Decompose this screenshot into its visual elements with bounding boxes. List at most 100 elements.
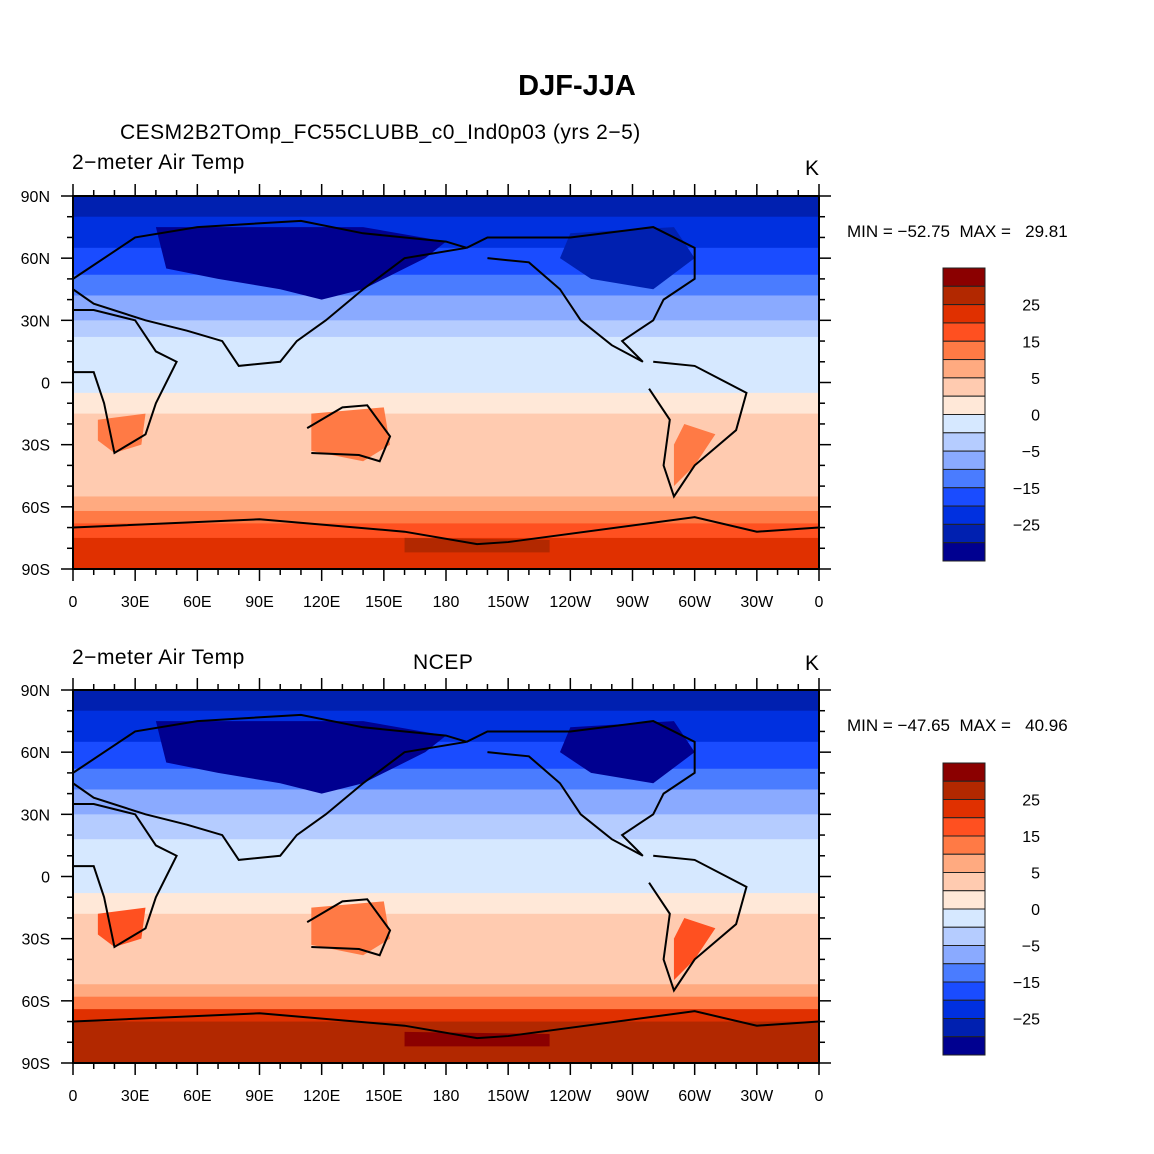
colorbar-box: [942, 395, 986, 415]
x-tick-label: 30W: [740, 1088, 774, 1105]
colorbar-box: [942, 762, 986, 782]
x-tick-label: 0: [815, 594, 824, 611]
x-tick-label: 120E: [303, 1088, 340, 1105]
x-tick-label: 150W: [487, 1088, 530, 1105]
y-tick-label: 90N: [21, 189, 50, 206]
panel1-units: K: [805, 157, 820, 180]
colorbar-box: [942, 304, 986, 324]
y-tick-label: 0: [41, 870, 50, 887]
x-tick-label: 150W: [487, 594, 530, 611]
y-tick-label: 30S: [22, 438, 50, 455]
colorbar-box: [942, 945, 986, 965]
x-tick-label: 150E: [365, 1088, 402, 1105]
colorbar-box: [942, 468, 986, 489]
colorbar-box: [942, 908, 986, 928]
x-tick-label: 120E: [303, 594, 340, 611]
colorbar-box: [942, 523, 986, 544]
contour-region: [673, 917, 716, 981]
colorbar-box: [942, 285, 986, 306]
y-tick-label: 90S: [22, 562, 50, 579]
x-tick-label: 0: [815, 1088, 824, 1105]
x-tick-label: 120W: [549, 1088, 592, 1105]
contour-region: [673, 423, 716, 487]
x-tick-label: 60E: [183, 594, 211, 611]
coastline: [73, 308, 178, 455]
y-tick-label: 90N: [21, 683, 50, 700]
colorbar-label: 25: [1022, 793, 1040, 810]
contour-region: [311, 407, 391, 462]
contour-band: [73, 789, 819, 815]
coastline: [648, 854, 748, 993]
coastline: [73, 713, 468, 861]
colorbar-box: [942, 505, 986, 525]
panel2-min-max: MIN = −47.65 MAX = 40.96: [847, 716, 1068, 735]
colorbar-box: [942, 780, 986, 800]
panel2-units: K: [805, 652, 820, 675]
x-tick-label: 120W: [549, 594, 592, 611]
y-tick-label: 90S: [22, 1056, 50, 1073]
x-tick-label: 180: [433, 594, 460, 611]
panel2-left-title: 2−meter Air Temp: [72, 646, 245, 669]
colorbar-box: [942, 999, 986, 1019]
x-tick-label: 60W: [678, 1088, 712, 1105]
colorbar-box: [942, 377, 986, 397]
colorbar-label: 0: [1031, 902, 1040, 919]
contour-band: [73, 496, 819, 512]
contour-region: [97, 907, 146, 947]
colorbar-box: [942, 414, 986, 434]
panel1-min-max: MIN = −52.75 MAX = 29.81: [847, 222, 1068, 241]
coastline: [73, 802, 178, 949]
coastline: [306, 404, 392, 463]
x-tick-label: 60E: [183, 1088, 211, 1105]
x-tick-label: 0: [69, 594, 78, 611]
colorbar-box: [942, 890, 986, 910]
panel2-center-title: NCEP: [413, 651, 474, 674]
colorbar-label: 25: [1022, 298, 1040, 315]
colorbar-box: [942, 340, 986, 361]
y-tick-label: 30N: [21, 313, 50, 330]
contour-region: [311, 901, 391, 956]
colorbar-label: −25: [1013, 1012, 1040, 1029]
contour-region: [559, 721, 695, 784]
contour-band: [73, 996, 819, 1010]
coastline: [466, 720, 696, 857]
contour-region: [559, 227, 695, 290]
contour-region: [97, 413, 146, 453]
colorbar-label: −15: [1013, 975, 1040, 992]
contour-band: [73, 984, 819, 998]
colorbar-label: 0: [1031, 408, 1040, 425]
colorbar-box: [942, 817, 986, 837]
contour-band: [73, 336, 819, 394]
y-tick-label: 60N: [21, 745, 50, 762]
x-tick-label: 0: [69, 1088, 78, 1105]
y-tick-label: 60N: [21, 251, 50, 268]
contour-band: [73, 196, 819, 218]
coastline: [648, 360, 748, 499]
contour-band: [73, 510, 819, 524]
panel1-left-title: 2−meter Air Temp: [72, 151, 245, 174]
colorbar-label: −5: [1022, 444, 1040, 461]
map-panel-2: 0 30E 60E 90E 120E 150E 180 150W 120W 90W 60W 30W 0 9…: [21, 678, 1040, 1105]
y-tick-label: 0: [41, 376, 50, 393]
colorbar-box: [942, 926, 986, 946]
x-tick-label: 90W: [616, 594, 650, 611]
colorbar-label: −5: [1022, 939, 1040, 956]
colorbar-label: 15: [1022, 334, 1040, 351]
colorbar-box: [942, 450, 986, 470]
contour-band: [73, 320, 819, 338]
map-field: [73, 196, 819, 569]
y-tick-label: 60S: [22, 994, 50, 1011]
contour-band: [73, 768, 819, 790]
y-tick-label: 30N: [21, 807, 50, 824]
x-tick-label: 60W: [678, 594, 712, 611]
coastline: [73, 219, 468, 367]
coastline: [73, 1010, 819, 1040]
contour-band: [73, 523, 819, 539]
contour-band: [73, 295, 819, 321]
contour-band: [73, 814, 819, 840]
x-tick-label: 90E: [245, 594, 273, 611]
contour-band: [73, 893, 819, 915]
contour-band: [73, 839, 819, 894]
